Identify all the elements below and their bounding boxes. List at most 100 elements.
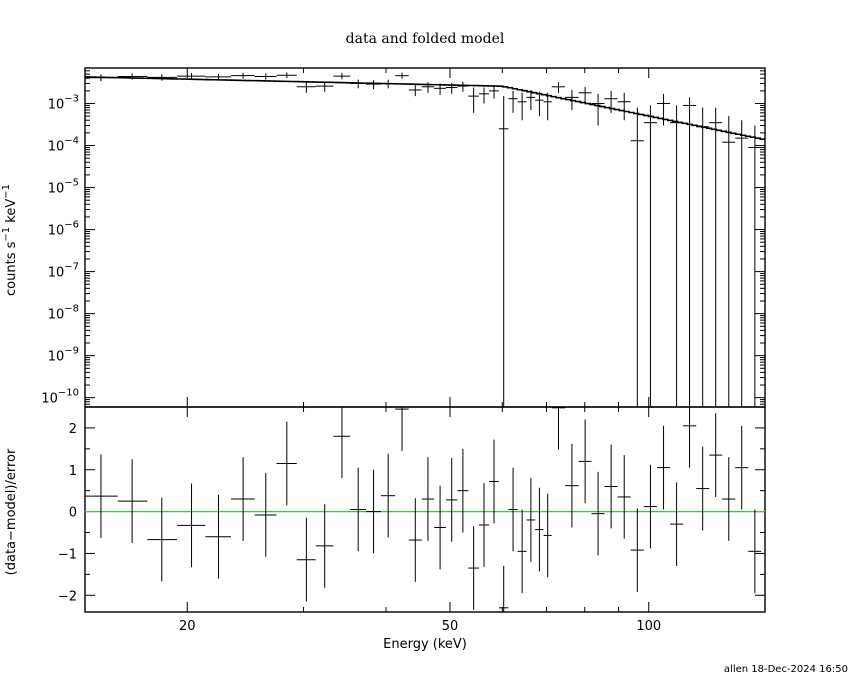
residual-point	[656, 425, 671, 510]
data-point	[535, 91, 544, 117]
residual-point	[380, 453, 396, 538]
ylabel-mid: keV	[4, 199, 19, 227]
data-point	[365, 80, 381, 90]
y-tick-label: 10−3	[48, 94, 79, 113]
data-point	[517, 92, 527, 121]
data-point	[231, 72, 255, 79]
data-point	[508, 90, 518, 113]
y-tick-label: 1	[69, 464, 77, 479]
residual-point	[526, 478, 536, 562]
y-tick-label: 2	[69, 422, 77, 437]
data-point	[722, 116, 736, 407]
data-point	[457, 81, 469, 92]
ylabel-sup2: −1	[1, 184, 12, 199]
y-tick-label: 10−8	[48, 304, 79, 323]
residual-point	[478, 483, 490, 567]
residual-point	[617, 455, 631, 539]
data-point	[643, 105, 657, 407]
data-point	[333, 73, 351, 80]
y-tick-label: 10−9	[48, 346, 79, 365]
residual-point	[254, 473, 277, 557]
residual-point	[408, 498, 422, 582]
data-point	[147, 74, 178, 81]
y-tick-label: −2	[58, 589, 77, 604]
bottom-panel: 20 50 100 2 1 0 −1 −2	[58, 406, 766, 634]
residual-point	[421, 457, 435, 541]
x-axis-label: Energy (keV)	[383, 637, 467, 652]
residual-point	[551, 407, 566, 450]
residual-point	[445, 458, 458, 542]
data-point	[350, 79, 366, 89]
residual-point	[498, 565, 509, 612]
residual-point	[670, 482, 684, 566]
residual-point	[333, 407, 351, 479]
residual-point	[517, 509, 527, 594]
residual-point	[709, 413, 723, 497]
data-point	[296, 82, 316, 93]
y-tick-label: 10−5	[48, 178, 79, 197]
y-tick-label: 10−10	[41, 388, 79, 407]
data-point	[735, 120, 749, 407]
residual-point	[604, 444, 618, 529]
residual-point	[85, 454, 118, 538]
data-point	[709, 107, 723, 407]
top-y-axis-label: counts s−1 keV−1	[1, 184, 19, 296]
residual-point	[117, 459, 148, 543]
model-curve	[85, 76, 765, 141]
residual-point	[722, 457, 736, 541]
residual-point	[231, 457, 255, 541]
residual-point	[315, 504, 334, 588]
residual-point	[350, 467, 366, 552]
data-point	[478, 87, 490, 104]
ylabel-sup1: −1	[1, 227, 12, 242]
data-point	[551, 82, 566, 93]
ylabel-base: counts s	[4, 241, 19, 296]
data-point	[696, 107, 710, 407]
footer-stamp: allen 18-Dec-2024 16:50	[724, 664, 848, 675]
y-tick-label: 10−6	[48, 220, 79, 239]
x-tick-label: 100	[636, 619, 661, 634]
data-point	[591, 93, 605, 126]
residual-point	[578, 419, 592, 504]
residual-point	[543, 493, 552, 578]
residual-point	[591, 471, 605, 556]
residual-point	[735, 425, 749, 510]
bottom-y-axis-label: (data−model)/error	[4, 448, 19, 575]
data-point	[468, 87, 479, 113]
residual-point	[205, 494, 232, 579]
data-point	[670, 105, 684, 407]
residual-point	[468, 526, 479, 610]
residual-point	[643, 464, 657, 549]
x-tick-label: 20	[179, 619, 196, 634]
residual-point	[365, 469, 381, 554]
residual-point	[457, 448, 469, 533]
y-tick-label: 10−7	[48, 262, 79, 281]
data-point	[748, 125, 762, 407]
residual-point	[434, 485, 446, 570]
data-point	[578, 86, 592, 102]
data-point	[543, 92, 552, 121]
residual-point	[508, 467, 518, 552]
residual-point	[748, 509, 762, 594]
data-point	[526, 89, 536, 111]
data-point	[315, 81, 334, 92]
data-point	[683, 97, 697, 407]
data-point	[498, 96, 509, 407]
data-point	[630, 107, 644, 407]
residual-point	[395, 407, 409, 451]
y-tick-label: −1	[58, 547, 77, 562]
data-point	[254, 73, 277, 80]
data-point	[408, 84, 422, 97]
y-tick-label: 10−4	[48, 136, 79, 155]
data-point	[617, 92, 631, 121]
residual-point	[565, 443, 579, 528]
residual-point	[296, 517, 316, 602]
x-tick-label: 50	[442, 619, 459, 634]
bottom-frame	[84, 406, 766, 613]
data-point	[489, 85, 499, 99]
data-point	[276, 72, 297, 79]
residual-point	[276, 421, 297, 506]
y-tick-label: 0	[69, 506, 77, 521]
data-point	[395, 72, 409, 79]
